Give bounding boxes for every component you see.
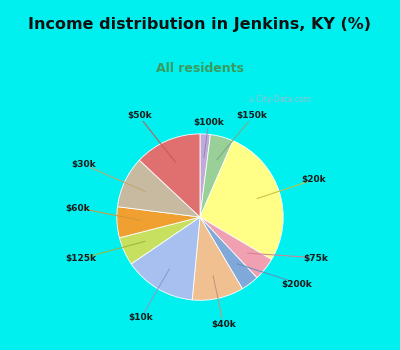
Wedge shape — [118, 160, 200, 217]
Text: $60k: $60k — [66, 204, 90, 213]
Text: $40k: $40k — [211, 320, 236, 329]
Wedge shape — [192, 217, 242, 300]
Text: $50k: $50k — [127, 112, 152, 120]
Text: Income distribution in Jenkins, KY (%): Income distribution in Jenkins, KY (%) — [28, 17, 372, 32]
Wedge shape — [117, 206, 200, 238]
Wedge shape — [200, 217, 272, 278]
Text: $20k: $20k — [301, 175, 326, 184]
Wedge shape — [120, 217, 200, 264]
Wedge shape — [200, 134, 233, 217]
Text: $100k: $100k — [193, 118, 224, 127]
Text: $75k: $75k — [304, 254, 328, 264]
Text: $200k: $200k — [281, 280, 312, 289]
Text: All residents: All residents — [156, 62, 244, 75]
Wedge shape — [139, 134, 200, 217]
Text: $150k: $150k — [237, 112, 268, 120]
Text: $10k: $10k — [129, 313, 154, 322]
Wedge shape — [200, 217, 257, 289]
Text: ⌂ City-Data.com: ⌂ City-Data.com — [249, 95, 311, 104]
Wedge shape — [200, 134, 210, 217]
Text: $30k: $30k — [72, 160, 96, 169]
Wedge shape — [200, 141, 283, 259]
Wedge shape — [131, 217, 200, 300]
Text: $125k: $125k — [65, 254, 96, 264]
